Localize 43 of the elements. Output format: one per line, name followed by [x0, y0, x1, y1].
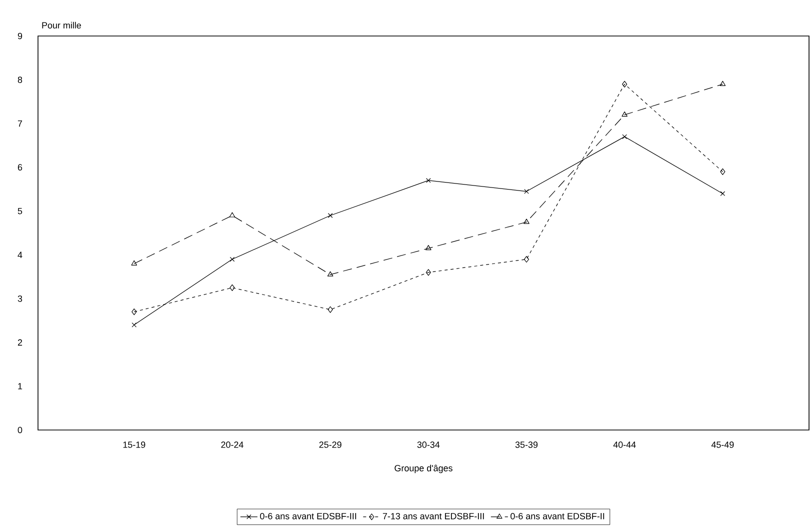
point [720, 168, 726, 176]
point [720, 80, 726, 86]
x-tick-label: 20-24 [221, 442, 244, 448]
y-tick-label: 8 [18, 76, 22, 83]
y-tick-label: 0 [18, 426, 22, 434]
point [131, 260, 138, 266]
x-tick-label: 30-34 [417, 442, 440, 448]
legend-label: 0-6 ans avant EDSBF-II [510, 512, 604, 520]
y-tick-label: 9 [18, 32, 22, 40]
point [132, 308, 137, 316]
y-tick-label: 3 [18, 295, 22, 302]
point [524, 189, 529, 194]
legend-label: 0-6 ans avant EDSBF-III [260, 512, 356, 520]
y-axis-title: Pour mille [42, 22, 81, 28]
x-tick-label: 40-44 [613, 442, 636, 448]
point [229, 212, 236, 218]
point [328, 306, 333, 313]
x-tick-label: 45-49 [711, 442, 734, 448]
point [327, 271, 334, 276]
point [622, 112, 628, 117]
x-tick-label: 25-29 [319, 442, 342, 448]
point [132, 322, 137, 328]
point [426, 269, 431, 276]
point [426, 245, 432, 250]
x-axis-title: Groupe d'âges [394, 464, 452, 474]
y-tick-label: 7 [18, 120, 22, 127]
y-tick-label: 4 [18, 252, 22, 258]
point [524, 218, 530, 224]
y-tick-label: 5 [18, 208, 22, 214]
point [720, 191, 726, 196]
legend-label: 7-13 ans avant EDSBF-III [382, 512, 484, 520]
point [328, 213, 333, 218]
y-tick-label: 1 [18, 383, 22, 390]
y-tick-label: 2 [18, 339, 22, 346]
point [230, 256, 235, 262]
point [524, 256, 530, 263]
point [622, 80, 628, 88]
point [622, 134, 628, 140]
point [230, 284, 235, 292]
y-tick-label: 6 [18, 164, 22, 171]
x-tick-label: 15-19 [123, 442, 146, 448]
x-tick-label: 35-39 [515, 442, 538, 448]
point [426, 178, 431, 183]
